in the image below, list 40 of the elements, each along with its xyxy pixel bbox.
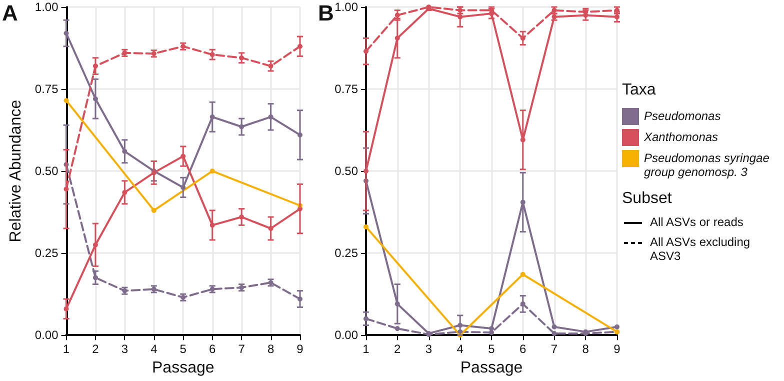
x-tick-label: 6 bbox=[209, 342, 216, 356]
x-tick-label: 5 bbox=[180, 342, 187, 356]
text: Subset bbox=[622, 190, 672, 208]
legend-label: Pseudomonas bbox=[644, 108, 722, 123]
y-tick-label: 0.50 bbox=[34, 164, 59, 178]
y-tick-label: 0.00 bbox=[334, 328, 358, 342]
x-axis-title: Passage bbox=[460, 360, 523, 376]
x-tick-label: 4 bbox=[150, 342, 158, 356]
x-tick-label: 4 bbox=[456, 342, 464, 356]
chart-title: B bbox=[318, 0, 334, 26]
y-tick-label: 0.00 bbox=[34, 328, 59, 342]
x-axis-title: Passage bbox=[152, 360, 214, 376]
x-tick-label: 5 bbox=[488, 342, 496, 356]
y-tick-label: 1.00 bbox=[34, 0, 59, 14]
chart-title: A bbox=[2, 0, 18, 26]
y-tick-label: 1.00 bbox=[334, 0, 358, 14]
text: All ASVs or reads bbox=[650, 215, 744, 229]
x-tick-label: 1 bbox=[62, 342, 70, 356]
y-tick-label: 0.25 bbox=[334, 246, 358, 260]
text: All ASVs excluding ASV3 bbox=[650, 235, 752, 263]
y-tick-label: 0.50 bbox=[334, 164, 358, 178]
y-axis-title: Relative Abundance bbox=[8, 100, 24, 242]
x-tick-label: 8 bbox=[267, 342, 274, 356]
x-tick-label: 7 bbox=[550, 342, 558, 356]
x-tick-label: 2 bbox=[92, 342, 100, 356]
x-tick-label: 1 bbox=[362, 342, 370, 356]
x-tick-label: 2 bbox=[394, 342, 402, 356]
x-tick-label: 3 bbox=[425, 342, 432, 356]
x-tick-label: 7 bbox=[238, 342, 246, 356]
legend-title: Taxa bbox=[622, 82, 656, 98]
x-tick-label: 9 bbox=[296, 342, 304, 356]
x-tick-label: 6 bbox=[520, 342, 527, 356]
x-tick-label: 9 bbox=[614, 342, 621, 356]
y-tick-label: 0.75 bbox=[34, 82, 59, 96]
legend-label: Xanthomonas bbox=[644, 129, 720, 144]
y-tick-label: 0.25 bbox=[34, 246, 59, 260]
x-tick-label: 8 bbox=[582, 342, 590, 356]
legend-label: Pseudomonas syringae group genomosp. 3 bbox=[644, 150, 770, 179]
y-tick-label: 0.75 bbox=[334, 82, 358, 96]
x-tick-label: 3 bbox=[121, 342, 128, 356]
